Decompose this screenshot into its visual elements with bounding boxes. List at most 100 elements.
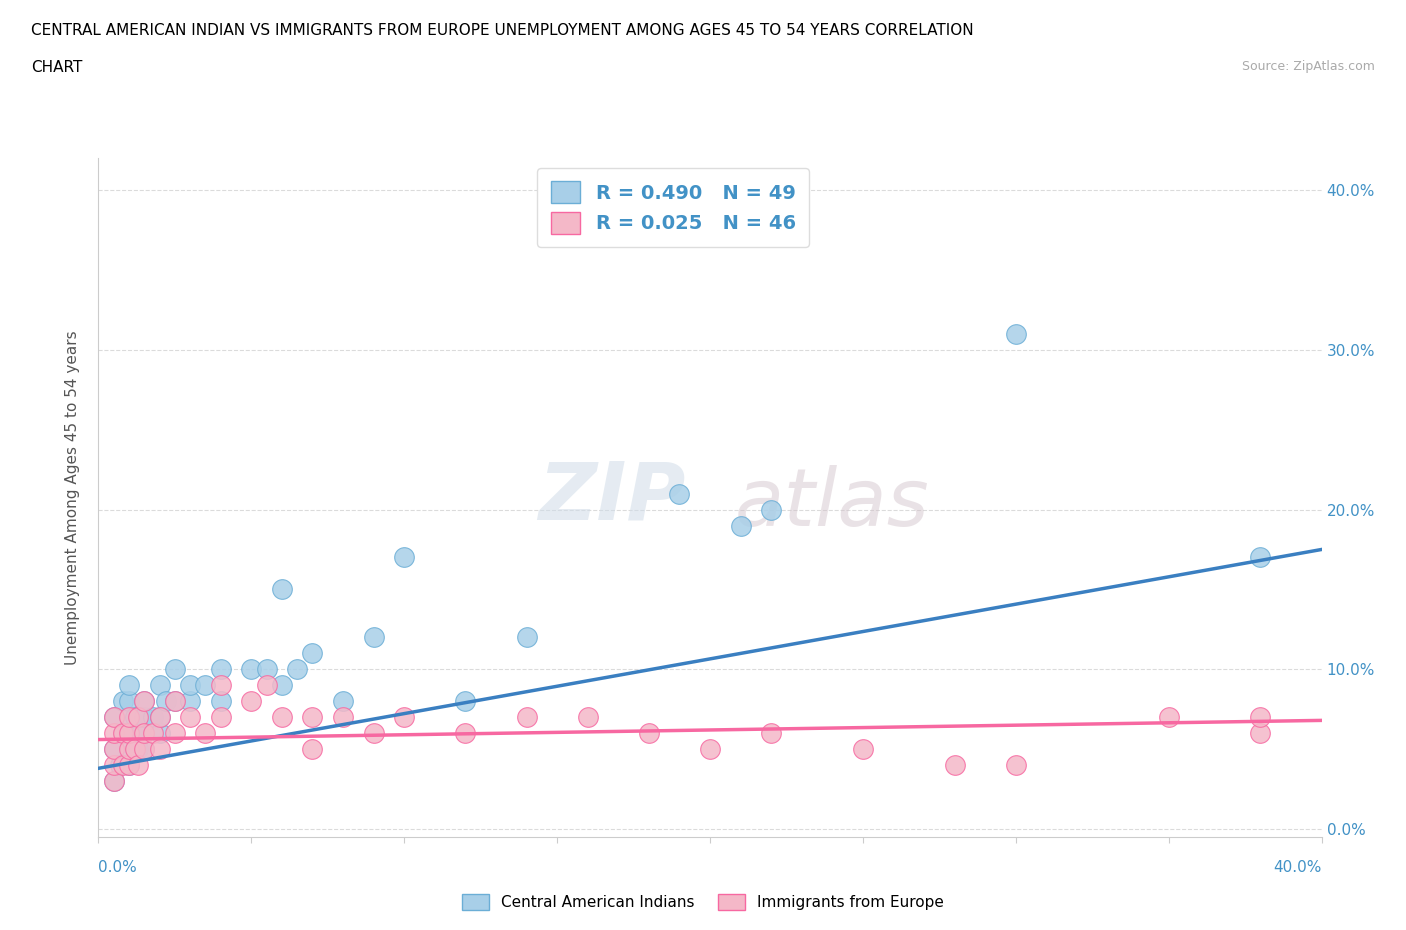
Point (516, 710, 538, 724)
Point (637, 725, 661, 740)
Point (301, 710, 323, 724)
Point (209, 710, 232, 724)
Point (270, 678, 292, 693)
Point (1249, 550, 1271, 565)
Point (759, 725, 782, 740)
Point (454, 725, 477, 740)
Point (149, 710, 172, 724)
Point (194, 678, 217, 693)
Point (103, 710, 125, 724)
Point (142, 725, 165, 740)
Point (103, 725, 125, 740)
Point (134, 710, 156, 724)
Point (209, 662, 232, 677)
Point (1157, 710, 1180, 724)
Point (194, 725, 217, 740)
Point (1249, 710, 1271, 724)
Text: CENTRAL AMERICAN INDIAN VS IMMIGRANTS FROM EUROPE UNEMPLOYMENT AMONG AGES 45 TO : CENTRAL AMERICAN INDIAN VS IMMIGRANTS FR… (31, 23, 973, 38)
Point (149, 710, 172, 724)
Text: CHART: CHART (31, 60, 83, 75)
Point (163, 725, 186, 740)
Point (149, 742, 172, 757)
Point (285, 662, 308, 677)
Point (118, 678, 141, 693)
Point (270, 710, 292, 724)
Point (134, 742, 156, 757)
Point (163, 662, 186, 677)
Point (124, 710, 146, 724)
Point (118, 758, 141, 773)
Point (392, 710, 416, 724)
Text: 0.0%: 0.0% (98, 860, 138, 875)
Point (118, 742, 141, 757)
Text: 40.0%: 40.0% (1274, 860, 1322, 875)
Point (124, 742, 146, 757)
Point (576, 710, 599, 724)
Point (134, 742, 156, 757)
Point (332, 710, 354, 724)
Point (127, 710, 149, 724)
Point (103, 758, 125, 773)
Point (363, 630, 385, 644)
Point (301, 645, 323, 660)
Point (111, 725, 134, 740)
Point (163, 694, 186, 709)
Point (699, 742, 721, 757)
Point (270, 582, 292, 597)
Point (134, 725, 156, 740)
Point (454, 694, 477, 709)
Point (179, 678, 201, 693)
Legend: R = 0.490   N = 49, R = 0.025   N = 46: R = 0.490 N = 49, R = 0.025 N = 46 (537, 167, 810, 247)
Point (179, 710, 201, 724)
Point (111, 694, 134, 709)
Point (943, 758, 966, 773)
Point (118, 725, 141, 740)
Point (1004, 758, 1026, 773)
Point (852, 742, 875, 757)
Point (111, 758, 134, 773)
Point (392, 550, 416, 565)
Text: ZIP: ZIP (538, 458, 686, 537)
Point (103, 774, 125, 789)
Point (134, 694, 156, 709)
Point (108, 758, 131, 773)
Point (111, 725, 134, 740)
Point (155, 694, 177, 709)
Point (149, 725, 172, 740)
Text: Source: ZipAtlas.com: Source: ZipAtlas.com (1241, 60, 1375, 73)
Point (118, 694, 141, 709)
Point (179, 694, 201, 709)
Point (103, 774, 125, 789)
Point (142, 710, 165, 724)
Point (134, 694, 156, 709)
Point (149, 678, 172, 693)
Point (256, 678, 278, 693)
Point (118, 758, 141, 773)
Point (118, 710, 141, 724)
Point (209, 678, 232, 693)
Point (127, 742, 149, 757)
Point (516, 630, 538, 644)
Point (118, 725, 141, 740)
Point (240, 694, 263, 709)
Text: atlas: atlas (734, 465, 929, 543)
Point (163, 694, 186, 709)
Point (129, 725, 152, 740)
Point (118, 710, 141, 724)
Point (103, 742, 125, 757)
Point (127, 710, 149, 724)
Y-axis label: Unemployment Among Ages 45 to 54 years: Unemployment Among Ages 45 to 54 years (65, 330, 80, 665)
Point (118, 742, 141, 757)
Point (759, 502, 782, 517)
Point (1249, 725, 1271, 740)
Point (301, 742, 323, 757)
Point (209, 694, 232, 709)
Point (1004, 326, 1026, 341)
Point (103, 710, 125, 724)
Point (124, 742, 146, 757)
Point (363, 725, 385, 740)
Point (332, 694, 354, 709)
Point (668, 486, 690, 501)
Point (240, 662, 263, 677)
Point (127, 758, 149, 773)
